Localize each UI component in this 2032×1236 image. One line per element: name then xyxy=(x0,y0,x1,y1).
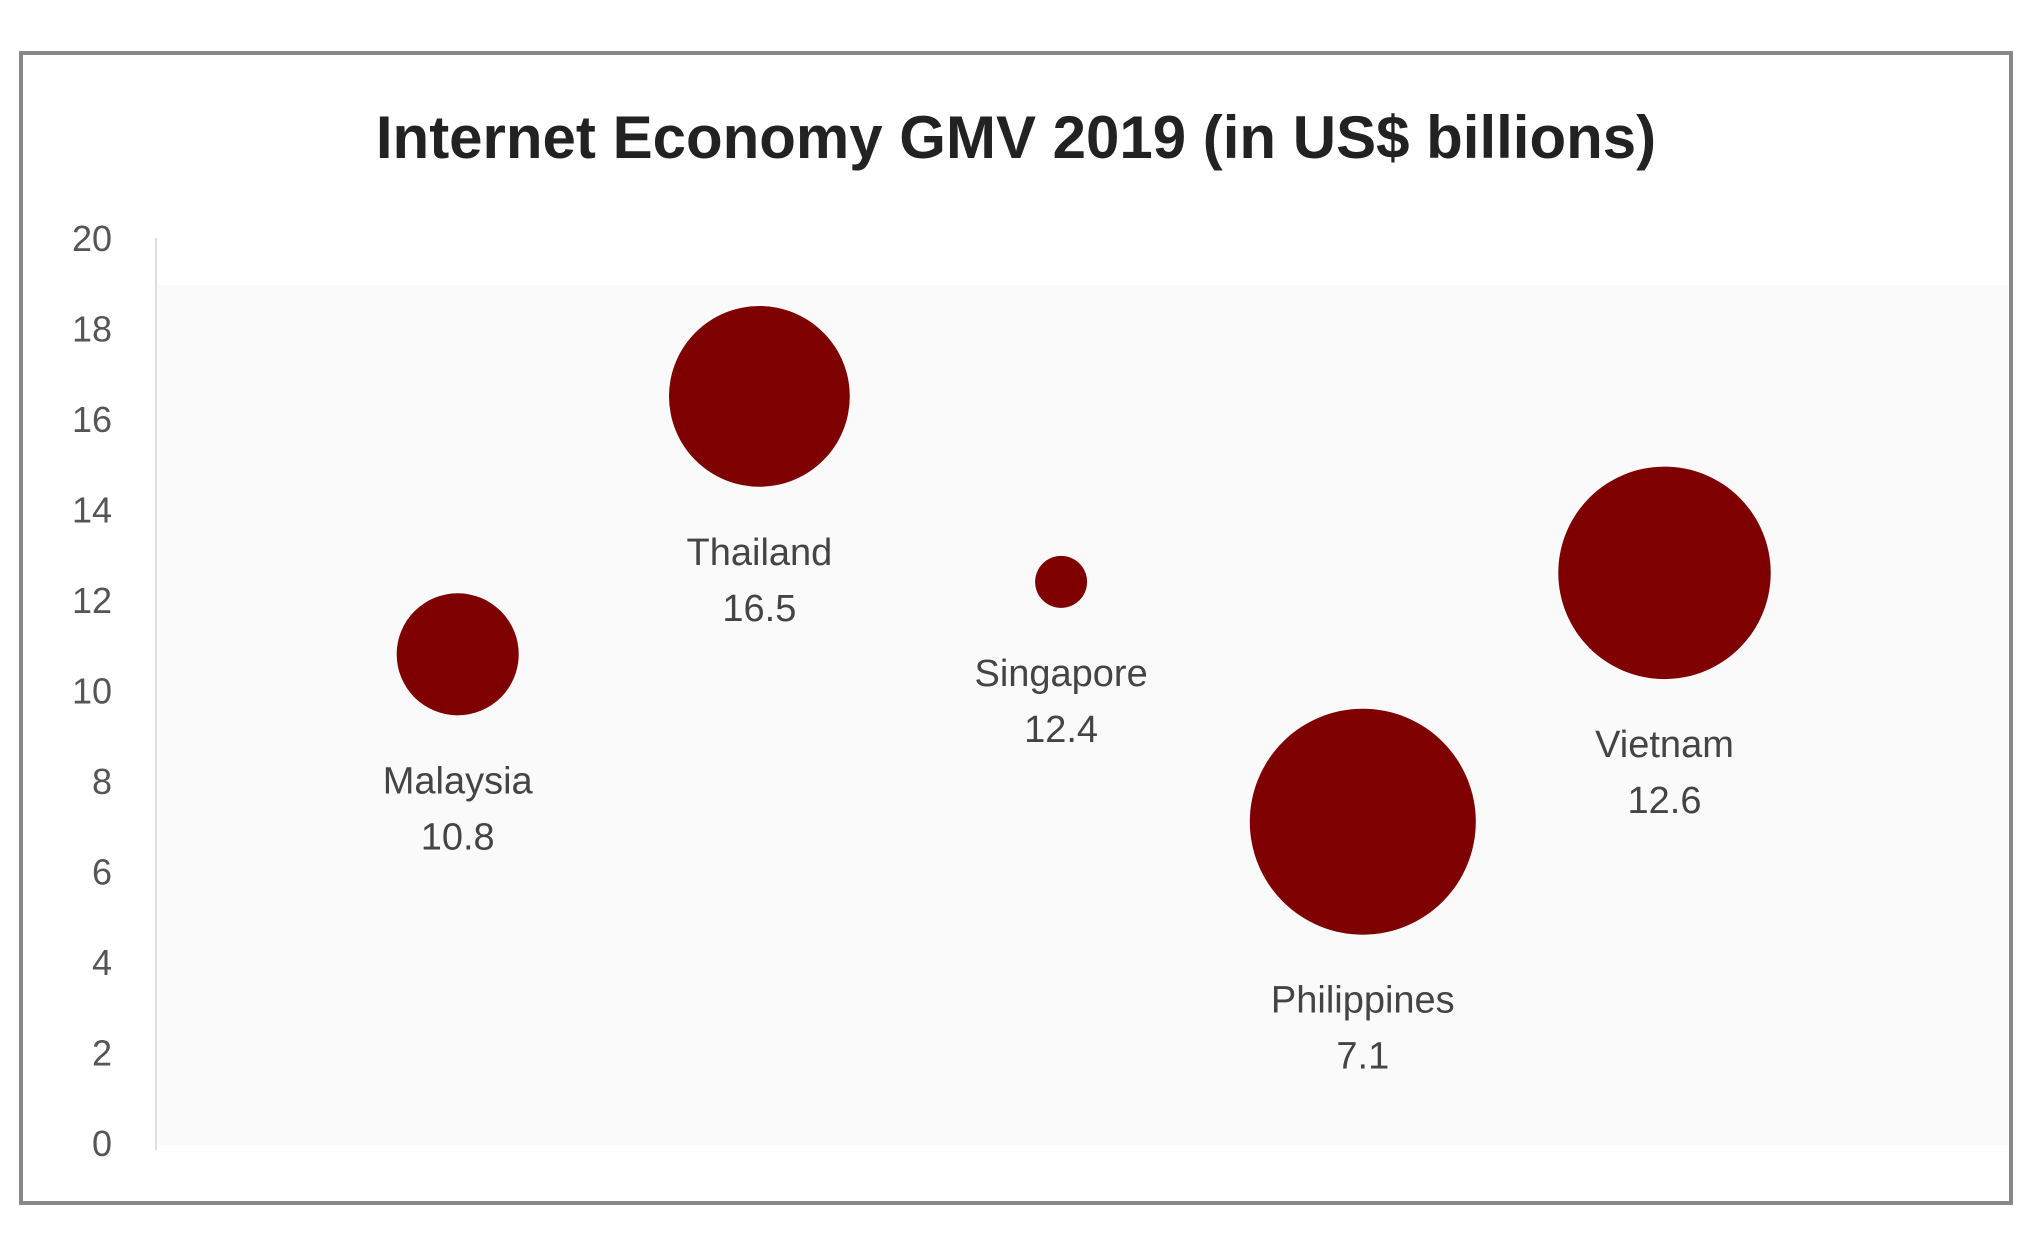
y-tick-label: 4 xyxy=(92,942,112,983)
bubble-label-name: Philippines xyxy=(1271,980,1455,1022)
bubble-label-name: Malaysia xyxy=(383,760,534,802)
bubble-label-value: 12.4 xyxy=(1024,709,1098,751)
bubble-label-name: Singapore xyxy=(974,653,1147,695)
plot-area xyxy=(158,285,2008,1145)
y-tick-label: 16 xyxy=(72,399,112,440)
bubble-label-value: 10.8 xyxy=(421,816,495,858)
y-tick-label: 18 xyxy=(72,309,112,350)
bubble-thailand xyxy=(669,305,850,487)
y-tick-label: 12 xyxy=(72,580,112,621)
y-tick-label: 2 xyxy=(92,1033,112,1074)
bubble-singapore xyxy=(1035,555,1088,608)
y-tick-label: 20 xyxy=(72,218,112,259)
y-tick-label: 0 xyxy=(92,1123,112,1164)
chart-title: Internet Economy GMV 2019 (in US$ billio… xyxy=(376,104,1656,171)
y-tick-label: 8 xyxy=(92,761,112,802)
y-tick-label: 10 xyxy=(72,671,112,712)
bubble-label-name: Vietnam xyxy=(1595,724,1734,766)
bubble-philippines xyxy=(1249,708,1476,935)
bubble-label-name: Thailand xyxy=(687,532,833,574)
bubble-vietnam xyxy=(1558,466,1771,680)
bubble-label-value: 12.6 xyxy=(1628,780,1702,822)
bubble-label-value: 16.5 xyxy=(722,588,796,630)
bubble-label-value: 7.1 xyxy=(1336,1036,1389,1078)
y-tick-label: 14 xyxy=(72,490,112,531)
bubble-malaysia xyxy=(396,593,519,716)
y-tick-label: 6 xyxy=(92,852,112,893)
